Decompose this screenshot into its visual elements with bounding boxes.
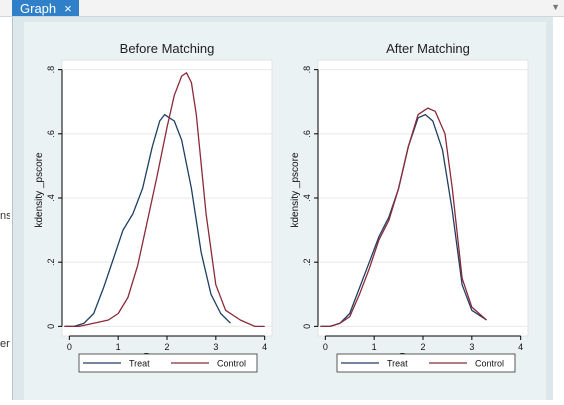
x-tick-label: 2 bbox=[164, 342, 169, 352]
y-tick-label: .4 bbox=[302, 194, 312, 202]
legend-label-control: Control bbox=[475, 359, 504, 369]
left-pane-edge: ns er bbox=[0, 17, 12, 400]
x-tick-label: 1 bbox=[372, 342, 377, 352]
panel-before: Before Matching 0 .2 .4 .6 .8 kdensity _pscore… bbox=[34, 41, 273, 373]
y-tick-label: .8 bbox=[46, 66, 56, 74]
y-tick-label: .2 bbox=[302, 258, 312, 266]
edge-text-1: ns bbox=[0, 210, 10, 222]
x-tick-label: 3 bbox=[213, 342, 218, 352]
right-pane-edge bbox=[553, 17, 564, 400]
y-tick-label: 0 bbox=[302, 324, 312, 329]
chart-title: After Matching bbox=[386, 41, 470, 56]
legend: Treat Control bbox=[78, 353, 258, 373]
legend-box bbox=[78, 353, 258, 373]
tab-label: Graph bbox=[20, 0, 57, 16]
legend-box bbox=[336, 353, 516, 373]
tab-bar: Graph × ▼ bbox=[0, 0, 564, 17]
y-tick-label: .6 bbox=[46, 130, 56, 138]
y-tick-label: .6 bbox=[302, 130, 312, 138]
chevron-down-icon[interactable]: ▼ bbox=[551, 2, 560, 12]
panel-after: After Matching 0 .2 .4 .6 .8 kdensity _pscore 0… bbox=[290, 41, 529, 373]
series-line-treat bbox=[64, 113, 231, 328]
y-axis-label: kdensity _pscore bbox=[34, 152, 45, 227]
y-tick-label: .4 bbox=[46, 194, 56, 202]
y-axis-label: kdensity _pscore bbox=[290, 152, 301, 227]
chart-title: Before Matching bbox=[120, 41, 215, 56]
legend-label-control: Control bbox=[217, 359, 246, 369]
x-tick-label: 4 bbox=[262, 342, 267, 352]
close-icon[interactable]: × bbox=[64, 0, 72, 16]
graph-region: Before Matching 0 .2 .4 .6 .8 kdensity _pscore… bbox=[24, 22, 546, 400]
y-tick-label: .2 bbox=[46, 258, 56, 266]
x-tick-label: 4 bbox=[518, 342, 523, 352]
x-tick-label: 3 bbox=[469, 342, 474, 352]
x-tick-label: 2 bbox=[420, 342, 425, 352]
series-line-control bbox=[64, 72, 265, 328]
legend-label-treat: Treat bbox=[387, 359, 408, 369]
series-line-control bbox=[320, 107, 487, 328]
x-tick-label: 0 bbox=[323, 342, 328, 352]
x-tick-label: 0 bbox=[67, 342, 72, 352]
legend: Treat Control bbox=[336, 353, 516, 373]
legend-label-treat: Treat bbox=[129, 359, 150, 369]
graph-canvas: Before Matching 0 .2 .4 .6 .8 kdensity _pscore… bbox=[34, 41, 529, 373]
y-tick-label: 0 bbox=[46, 324, 56, 329]
tab-graph[interactable]: Graph × bbox=[12, 0, 79, 16]
edge-text-2: er bbox=[0, 338, 10, 350]
y-tick-label: .8 bbox=[302, 66, 312, 74]
x-tick-label: 1 bbox=[116, 342, 121, 352]
